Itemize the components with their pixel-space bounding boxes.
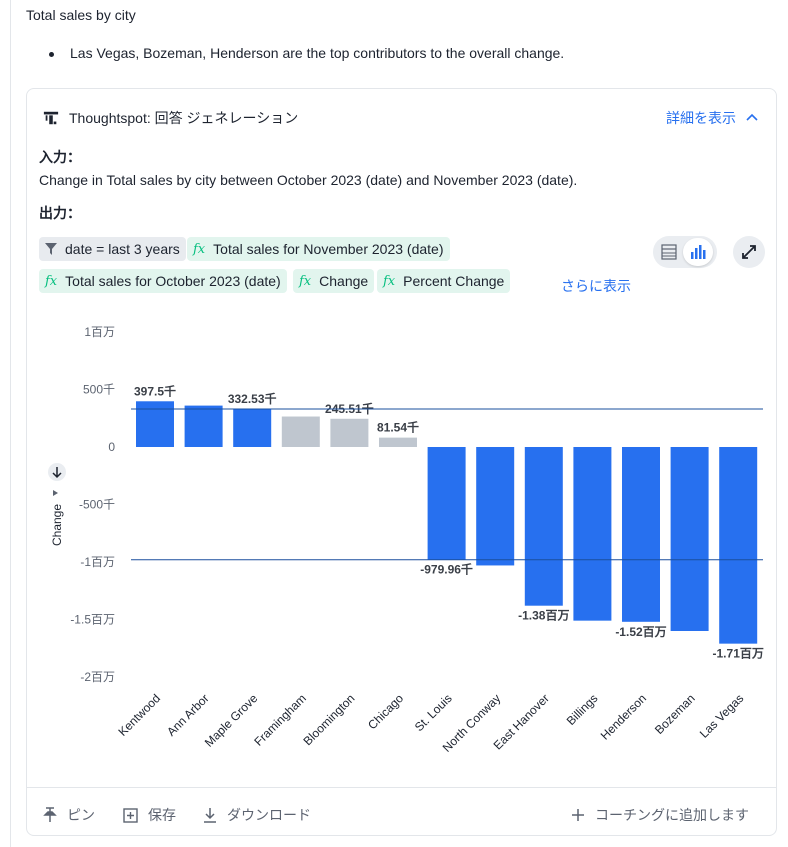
save-label: 保存 [148,807,176,823]
toggle-knob [683,238,713,266]
y-tick-label: -2百万 [80,670,115,684]
input-label: 入力： [39,149,81,165]
formula-chip-change[interactable]: fx Change [293,269,375,293]
formula-chip-october[interactable]: fx Total sales for October 2023 (date) [39,269,287,293]
y-tick-label: 0 [108,440,115,454]
y-tick-label: -500千 [79,498,115,512]
pin-button[interactable]: ピン [43,805,95,825]
card-header: Thoughtspot: 回答 ジェネレーション [43,108,298,128]
data-label: 245.51千 [325,401,374,416]
bullet-dot [49,52,54,57]
formula-icon: fx [45,273,58,289]
formula-chip-november[interactable]: fx Total sales for November 2023 (date) [187,237,450,261]
card-title: Thoughtspot: 回答 ジェネレーション [69,110,299,126]
bar-las-vegas [719,447,758,644]
input-question: Change in Total sales by city between Oc… [39,172,578,188]
formula-chip-percent-change[interactable]: fx Percent Change [377,269,511,293]
bar-henderson [622,447,660,622]
data-label: -1.38百万 [518,609,569,623]
download-label: ダウンロード [227,807,311,823]
chart-view-icon[interactable] [690,244,706,260]
x-tick-label: Chicago [365,691,406,732]
x-tick-label: Henderson [598,691,649,742]
pin-icon [43,807,57,822]
bar-bloomington [330,418,369,447]
section-heading: Total sales by city [26,7,136,23]
data-label: -979.96千 [420,562,473,577]
save-button[interactable]: 保存 [123,805,176,825]
bar-maple-grove [233,408,272,447]
x-tick-label: Billings [564,691,601,728]
pin-label: ピン [67,807,95,823]
y-tick-label: 500千 [83,383,115,397]
output-label: 出力： [39,205,81,221]
y-tick-label: -1百万 [80,555,115,569]
bar-east-hanover [524,447,563,606]
show-details-label: 詳細を表示 [666,110,736,126]
show-more-link[interactable]: さらに表示 [561,278,631,294]
show-details-button[interactable]: 詳細を表示 [666,108,758,128]
filter-icon [45,243,57,255]
bar-north-conway [476,447,515,566]
y-axis-label: Change [50,504,64,546]
bar-bozeman [670,447,709,631]
x-tick-label: Bozeman [652,691,698,737]
data-label: 81.54千 [377,420,419,435]
add-to-coaching-button[interactable]: コーチングに追加します [571,805,749,825]
chevron-up-icon [746,113,758,121]
add-to-coaching-label: コーチングに追加します [595,807,749,823]
x-tick-label: Ann Arbor [164,691,212,739]
x-tick-label: Maple Grove [202,691,261,750]
x-tick-label: Las Vegas [697,691,747,741]
formula-icon: fx [299,273,312,289]
data-label: -1.52百万 [615,625,666,639]
table-view-icon[interactable] [661,244,677,260]
bar-framingham [281,416,320,447]
save-icon [123,807,138,823]
download-icon [204,808,216,823]
thoughtspot-logo-icon [43,111,59,125]
y-axis-dropdown-icon [53,490,58,496]
plus-icon [572,809,584,821]
card-footer: ピン 保存 ダウンロード コーチングに追加します [27,787,776,838]
x-tick-label: Bloomington [300,691,357,748]
answer-card: Thoughtspot: 回答 ジェネレーション 詳細を表示 入力： Chang… [26,88,777,836]
formula-chip-label: Total sales for October 2023 (date) [65,273,281,289]
formula-chip-label: Change [319,273,369,289]
formula-icon: fx [383,273,396,289]
view-toggle[interactable] [653,236,717,268]
formula-chip-label: Percent Change [403,273,505,289]
data-label: 332.53千 [228,391,277,406]
insight-text: Las Vegas, Bozeman, Henderson are the to… [70,45,565,61]
x-tick-label: Framingham [251,691,309,749]
formula-icon: fx [193,241,206,257]
bar-chart: 1百万 500千 0 -500千 -1百万 -1.5百万 -2百万 Change 397.5千 K… [48,325,764,755]
x-tick-label: Kentwood [115,691,163,739]
data-label: -1.71百万 [713,647,764,661]
bar-billings [573,447,612,621]
bar-chicago [379,437,417,447]
left-border [10,0,11,847]
expand-icon [742,245,756,259]
filter-chip[interactable]: date = last 3 years [39,237,186,261]
data-label: 397.5千 [134,383,176,398]
formula-chip-label: Total sales for November 2023 (date) [213,241,444,257]
download-button[interactable]: ダウンロード [203,805,311,825]
filter-chip-label: date = last 3 years [65,241,180,257]
bar-kentwood [136,401,174,447]
expand-button[interactable] [733,236,765,268]
x-tick-label: St. Louis [412,691,455,734]
y-tick-label: 1百万 [84,325,115,339]
sort-arrow-icon [52,467,62,479]
bar-st-louis [427,447,466,560]
y-tick-label: -1.5百万 [70,613,115,627]
bar-ann-arbor [184,405,223,447]
